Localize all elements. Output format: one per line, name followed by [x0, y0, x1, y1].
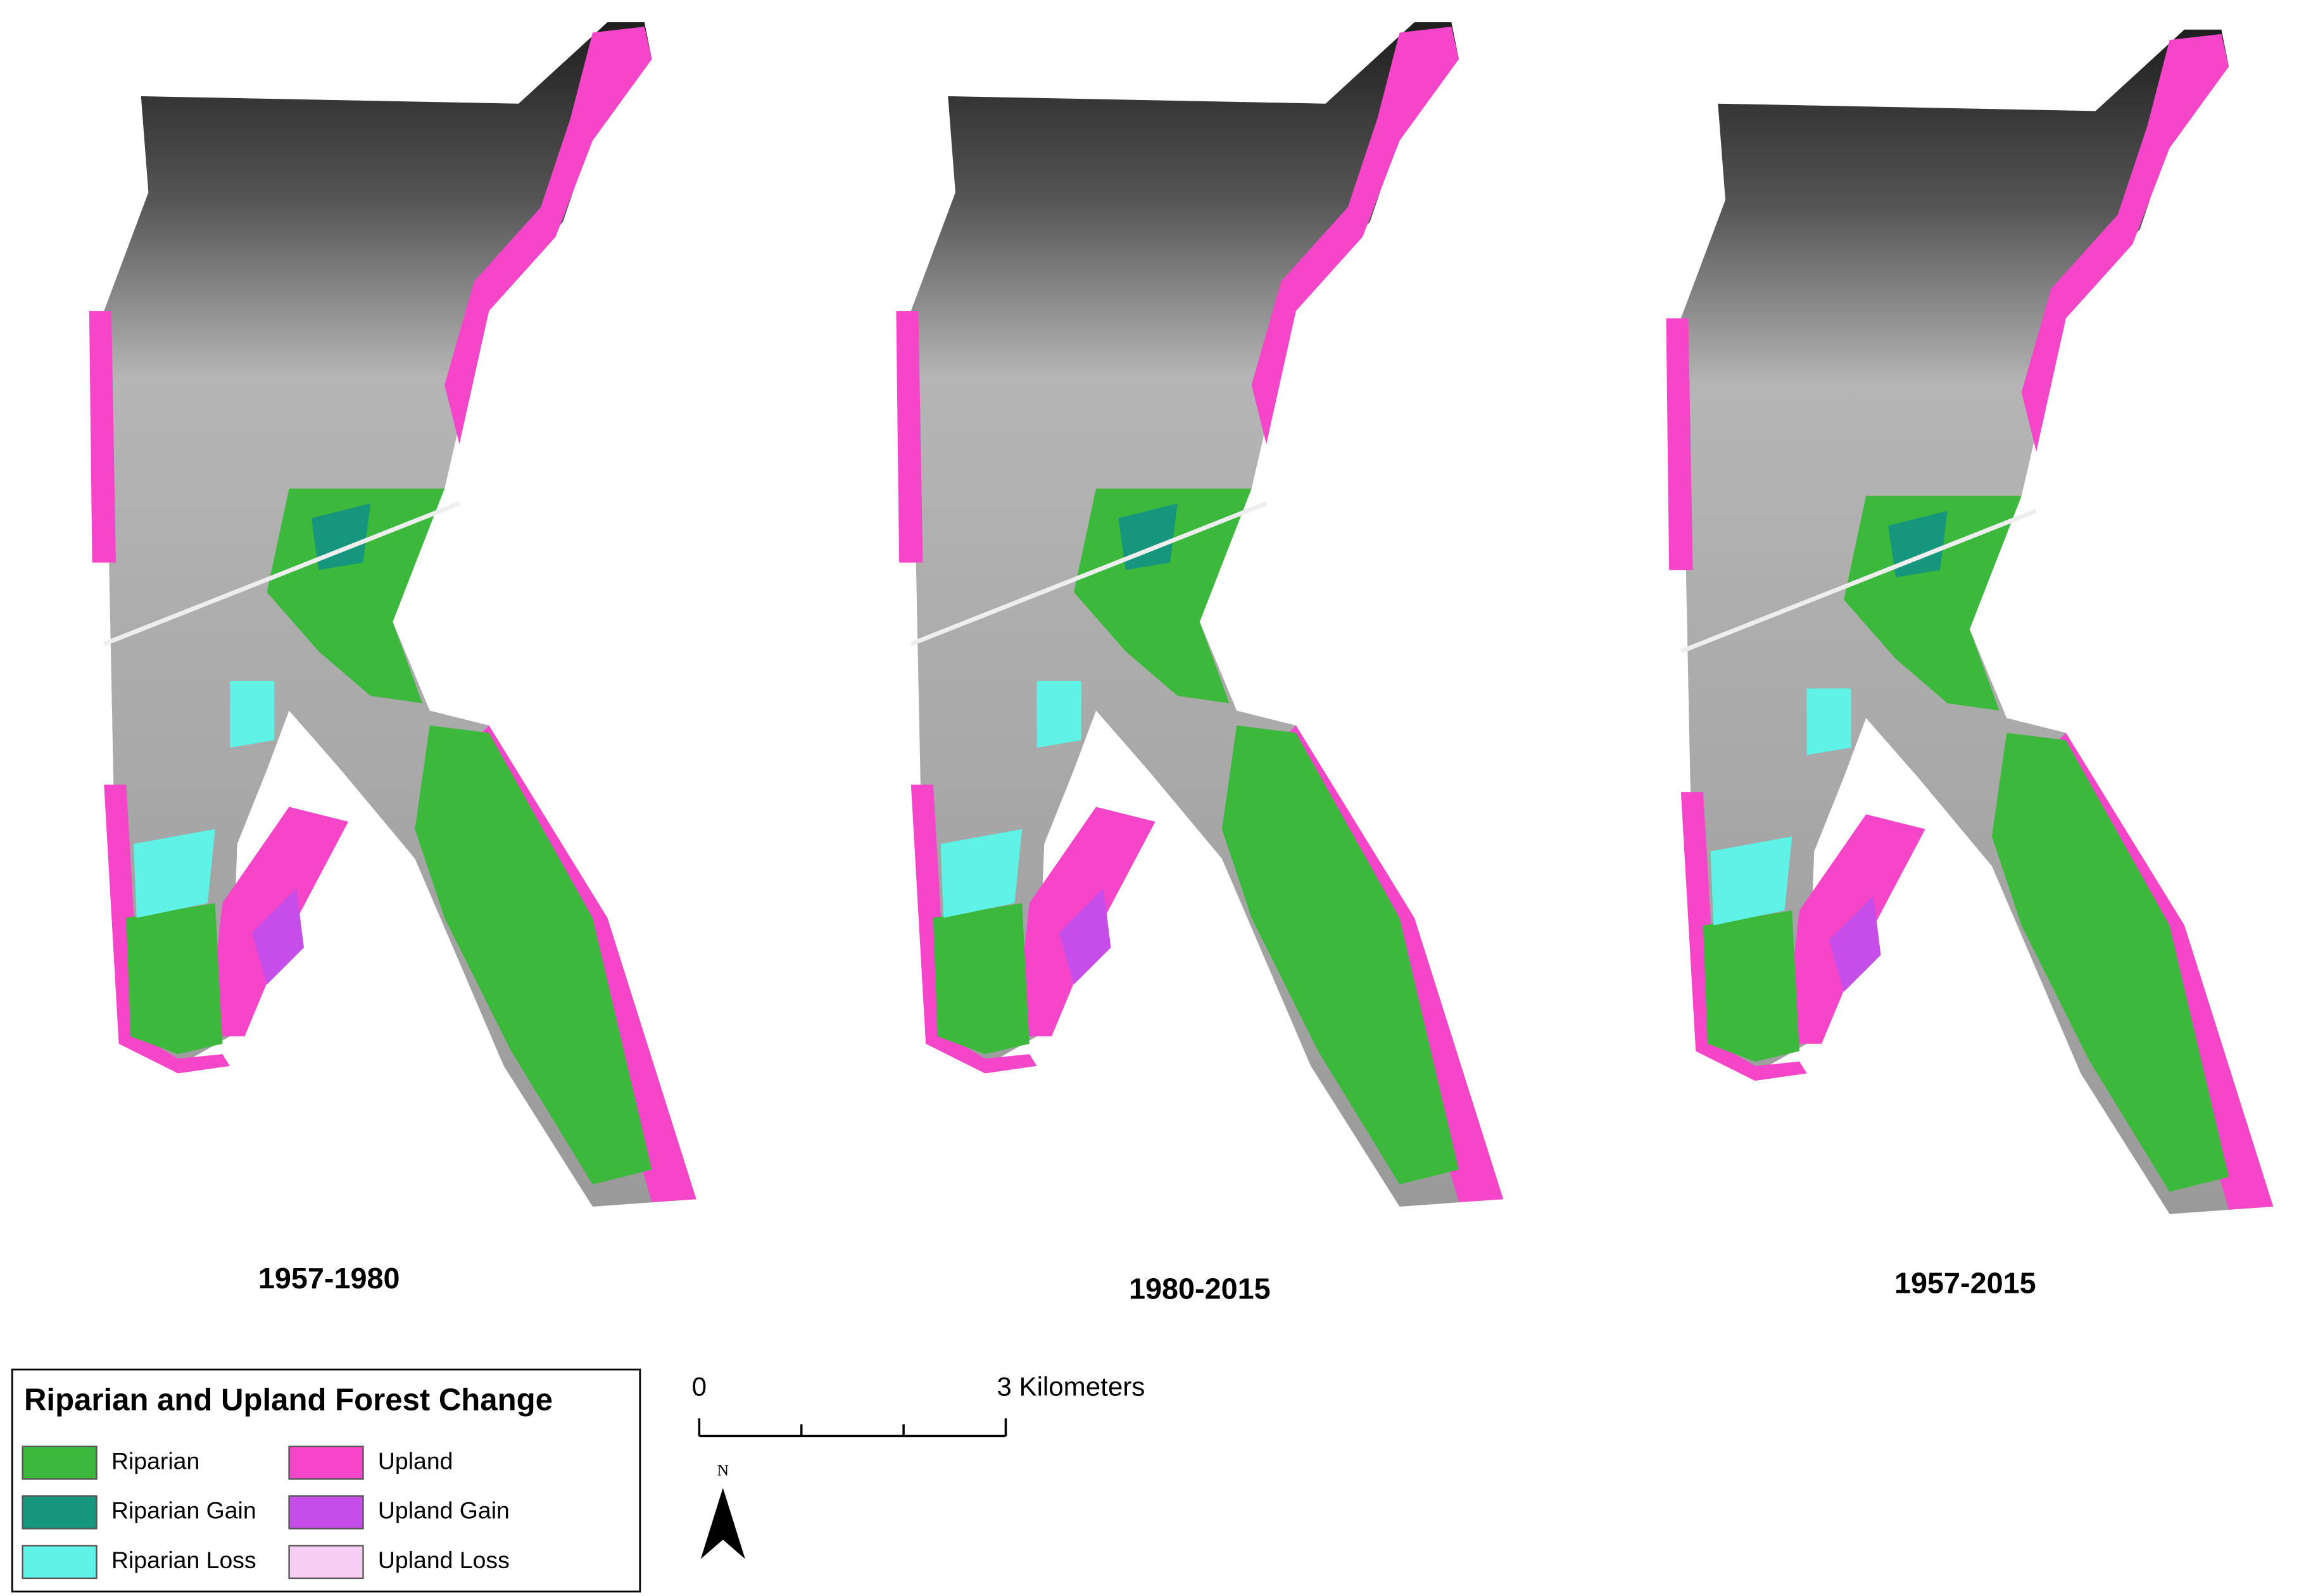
north-label: N: [717, 1461, 729, 1479]
legend-label: Riparian Loss: [111, 1547, 256, 1573]
legend: Riparian and Upland Forest Change Ripari…: [11, 1368, 641, 1593]
panel-label: 1980-2015: [1129, 1272, 1271, 1305]
map-panel: [896, 22, 1503, 1207]
legend-label: Upland: [378, 1447, 453, 1474]
panel-label: 1957-1980: [258, 1262, 400, 1295]
legend-label: Riparian Gain: [111, 1497, 256, 1524]
map-panel: [1666, 30, 2273, 1214]
scale-bar: 0 3 Kilometers: [692, 1372, 1145, 1438]
legend-swatch: [288, 1495, 364, 1530]
legend-swatch: [288, 1545, 364, 1580]
legend-swatch: [288, 1445, 364, 1480]
legend-title: Riparian and Upland Forest Change: [24, 1383, 553, 1417]
legend-swatch: [22, 1545, 98, 1580]
legend-label: Upland Loss: [378, 1547, 510, 1573]
panel-label: 1957-2015: [1894, 1266, 2036, 1299]
north-arrow: N: [700, 1461, 745, 1559]
scale-end: 3 Kilometers: [997, 1372, 1145, 1402]
scale-start: 0: [692, 1372, 707, 1402]
legend-label: Riparian: [111, 1447, 199, 1474]
map-panel: [89, 22, 696, 1207]
legend-label: Upland Gain: [378, 1497, 510, 1524]
legend-swatch: [22, 1445, 98, 1480]
legend-swatch: [22, 1495, 98, 1530]
